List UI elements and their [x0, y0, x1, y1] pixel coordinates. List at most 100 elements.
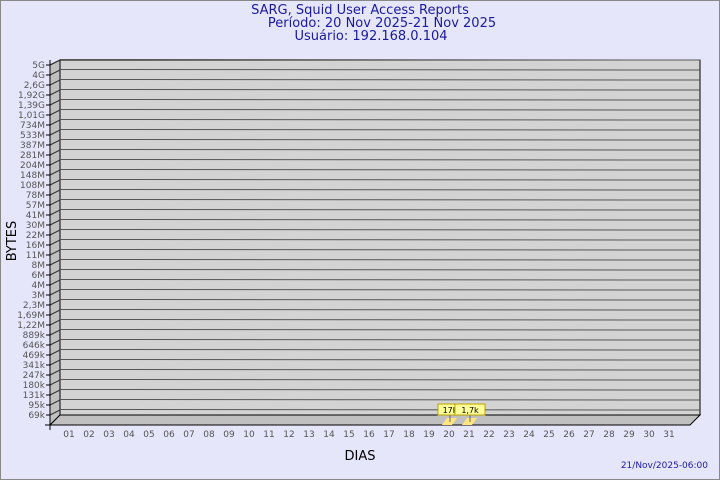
gridline [59, 299, 701, 301]
x-tick-label: 09 [223, 430, 235, 440]
x-tick-label: 05 [143, 430, 154, 440]
gridline-side [49, 309, 61, 316]
y-tick-label: 22M [26, 231, 45, 241]
y-tick-label: 95k [28, 401, 45, 411]
y-tick-label: 57M [26, 201, 45, 211]
chart-period: Período: 20 Nov 2025-21 Nov 2025 [267, 16, 497, 31]
y-tick-label: 30M [26, 221, 45, 231]
gridline-side [49, 219, 61, 226]
gridline-side [49, 409, 61, 416]
gridline-side [49, 389, 61, 396]
plot-floor [48, 414, 702, 426]
y-axis-label: BYTES [5, 221, 20, 262]
gridline-side [49, 199, 61, 206]
gridline [59, 319, 701, 321]
x-tick-label: 26 [563, 430, 575, 440]
x-tick-label: 06 [163, 430, 175, 440]
x-tick-label: 19 [423, 430, 435, 440]
bar-data-label: 1,7k [461, 406, 479, 415]
y-tick-label: 16M [26, 241, 45, 251]
gridline [59, 219, 701, 221]
x-axis-label: DIAS [345, 449, 376, 464]
y-tick-label: 204M [20, 161, 45, 171]
y-tick-label: 148M [20, 171, 45, 181]
gridline [59, 339, 701, 341]
x-tick-label: 12 [283, 430, 294, 440]
y-tick-label: 1,92G [18, 91, 45, 101]
gridline [59, 189, 701, 191]
y-tick-label: 1,69M [17, 311, 45, 321]
gridline-side [49, 109, 61, 116]
x-tick-label: 10 [243, 430, 255, 440]
gridline [59, 229, 701, 231]
gridline [59, 399, 701, 401]
gridline [59, 99, 701, 101]
gridline-side [49, 329, 61, 336]
gridline-side [49, 349, 61, 356]
gridline [59, 249, 701, 251]
gridline-side [49, 249, 61, 256]
gridline-side [49, 319, 61, 326]
x-tick-label: 30 [643, 430, 655, 440]
gridline [59, 119, 701, 121]
gridline-side [49, 169, 61, 176]
x-tick-label: 27 [583, 430, 594, 440]
gridline-side [49, 59, 61, 66]
y-tick-label: 4G [32, 71, 45, 81]
y-tick-label: 8M [32, 261, 46, 271]
x-tick-label: 23 [503, 430, 514, 440]
bar-data-label: 17k [443, 406, 458, 415]
x-tick-label: 02 [83, 430, 94, 440]
x-tick-label: 24 [523, 430, 535, 440]
y-tick-label: 247k [23, 371, 46, 381]
y-tick-label: 387M [20, 141, 45, 151]
y-tick-label: 889k [23, 331, 46, 341]
x-tick-label: 22 [483, 430, 494, 440]
y-tick-label: 281M [20, 151, 45, 161]
x-tick-label: 20 [443, 430, 455, 440]
gridline [59, 199, 701, 201]
x-tick-label: 03 [103, 430, 114, 440]
gridline [59, 129, 701, 131]
plot-back-wall [59, 59, 701, 416]
x-tick-label: 04 [123, 430, 135, 440]
gridline-side [49, 89, 61, 96]
x-tick-label: 08 [203, 430, 215, 440]
x-tick-label: 07 [183, 430, 194, 440]
x-tick-label: 14 [323, 430, 335, 440]
gridline [59, 59, 701, 61]
y-tick-label: 533M [20, 131, 45, 141]
gridline [59, 179, 701, 181]
x-tick-label: 29 [623, 430, 635, 440]
gridline-side [49, 279, 61, 286]
gridline-side [49, 119, 61, 126]
chart-title: SARG, Squid User Access Reports [251, 3, 469, 18]
bar-label-box [454, 403, 486, 416]
gridline [59, 89, 701, 91]
generated-date: 21/Nov/2025-06:00 [620, 461, 708, 471]
y-tick-label: 69k [28, 411, 45, 421]
y-tick-label: 341k [23, 361, 46, 371]
gridline [59, 369, 701, 371]
gridline-side [49, 79, 61, 86]
gridline-side [49, 339, 61, 346]
gridline [59, 309, 701, 311]
x-tick-label: 17 [383, 430, 394, 440]
gridline [59, 349, 701, 351]
gridline [59, 329, 701, 331]
gridline [59, 259, 701, 261]
gridline-side [49, 289, 61, 296]
gridline [59, 169, 701, 171]
y-tick-label: 734M [20, 121, 45, 131]
x-tick-label: 18 [403, 430, 415, 440]
gridline [59, 139, 701, 141]
y-tick-label: 3M [32, 291, 46, 301]
gridline-side [49, 189, 61, 196]
gridline-side [49, 69, 61, 76]
gridline [59, 149, 701, 151]
gridline [59, 269, 701, 271]
gridline [59, 159, 701, 161]
gridline [59, 289, 701, 291]
x-tick-label: 16 [363, 430, 375, 440]
gridline-side [49, 149, 61, 156]
